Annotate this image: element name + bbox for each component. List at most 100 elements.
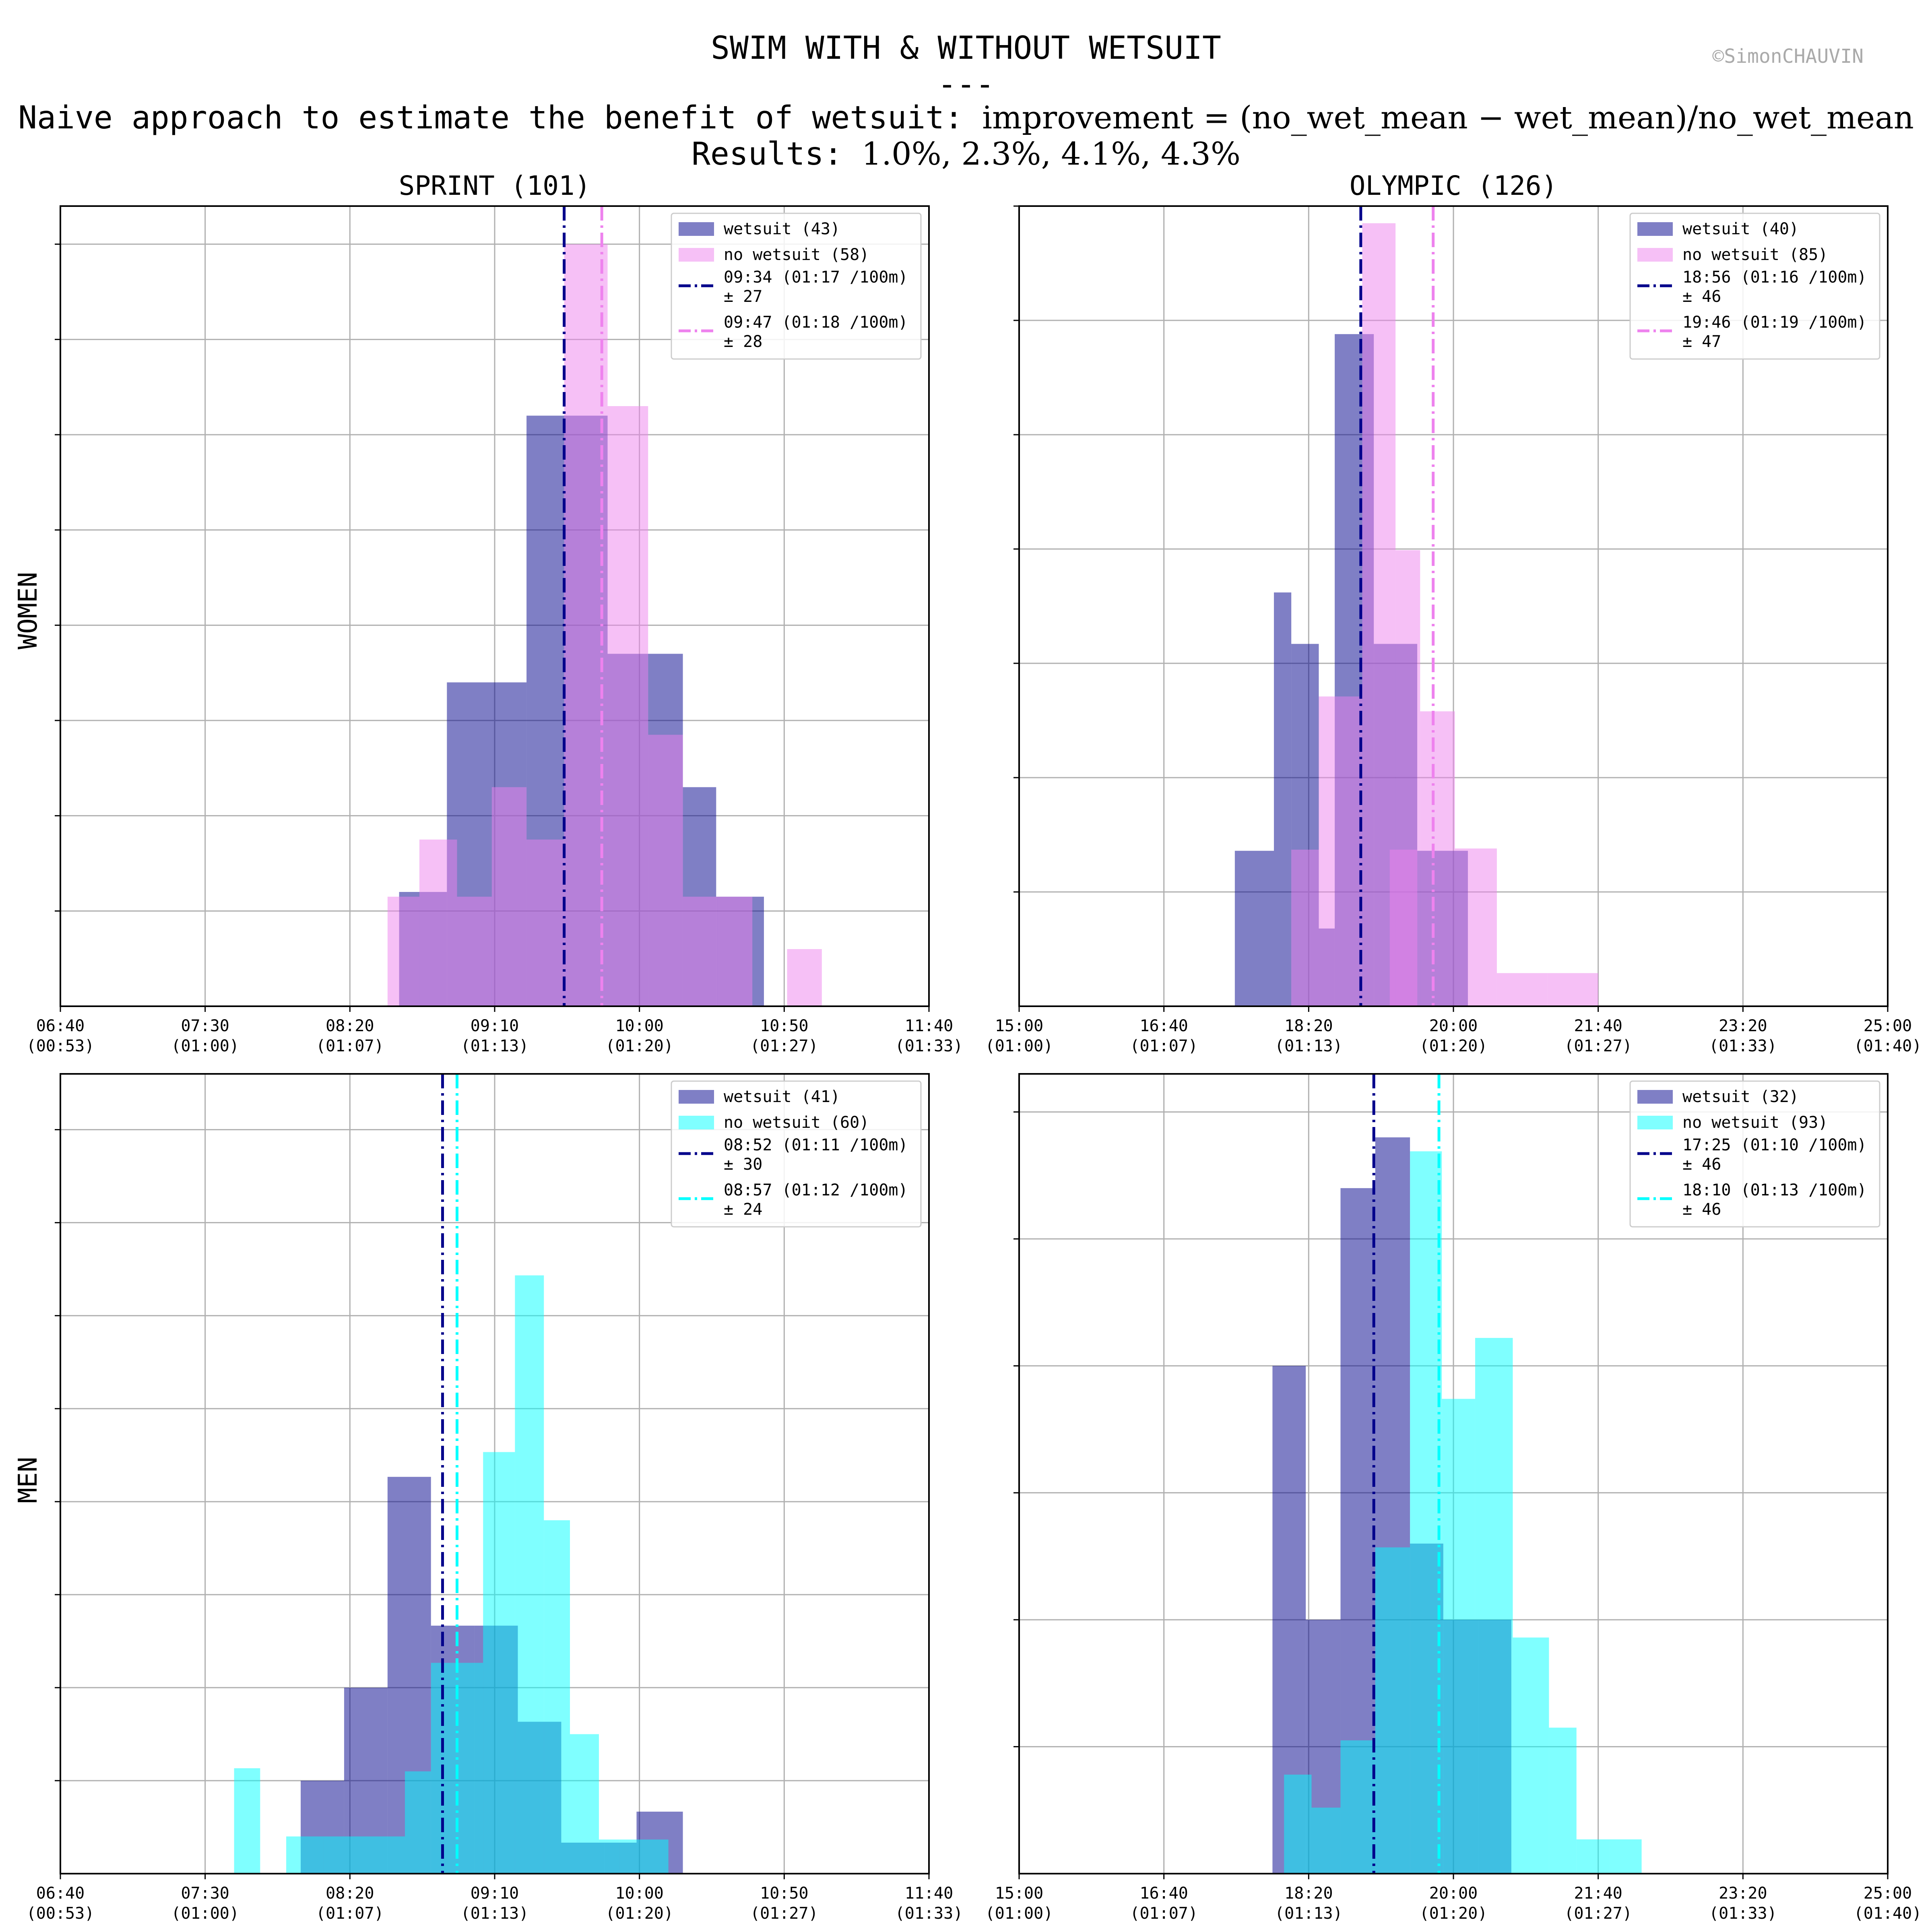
legend-sublabel: ± 47: [1682, 332, 1721, 351]
x-tick-sublabel: (01:00): [985, 1904, 1053, 1923]
chart-panel-4: 15:00(01:00) 16:40(01:07) 18:20(01:13) 20:0…: [985, 1073, 1922, 1923]
x-tick-label: 10:50: [760, 1884, 808, 1903]
x-tick-label: 11:40: [905, 1884, 953, 1903]
histogram-bar: [387, 896, 419, 1006]
chart-panel-3: 06:40(00:53) 07:30(01:00) 08:20(01:07) 09:1…: [27, 1073, 963, 1923]
histogram-bar: [1284, 1774, 1312, 1874]
x-tick-sublabel: (01:20): [605, 1904, 673, 1923]
x-tick-label: 09:10: [471, 1017, 519, 1035]
legend-swatch: [679, 248, 714, 262]
histogram-bar: [1410, 1151, 1442, 1874]
legend-label: wetsuit (40): [1682, 220, 1799, 238]
x-tick-label: 07:30: [181, 1884, 229, 1903]
histogram-bar: [234, 1768, 260, 1874]
legend-box: [671, 213, 922, 360]
x-tick-sublabel: (01:13): [461, 1904, 529, 1923]
legend: wetsuit (43) no wetsuit (58) 09:34 (01:17 …: [671, 213, 922, 360]
x-tick-sublabel: (01:33): [1709, 1037, 1777, 1055]
legend-label: wetsuit (41): [724, 1088, 840, 1106]
legend-sublabel: ± 24: [724, 1200, 762, 1219]
x-tick-label: 07:30: [181, 1017, 229, 1035]
x-tick-sublabel: (01:40): [1854, 1904, 1922, 1923]
x-tick-sublabel: (01:07): [1130, 1037, 1198, 1055]
legend-swatch: [1637, 1090, 1673, 1104]
histogram-bar: [324, 1836, 405, 1874]
legend: wetsuit (32) no wetsuit (93) 17:25 (01:10 …: [1629, 1080, 1880, 1228]
histogram-bar: [1442, 1399, 1475, 1874]
histogram-bar: [1311, 1807, 1341, 1874]
legend-label: 18:56 (01:16 /100m): [1682, 268, 1867, 287]
legend: wetsuit (41) no wetsuit (60) 08:52 (01:11 …: [671, 1080, 922, 1228]
x-tick-label: 20:00: [1429, 1017, 1478, 1035]
x-tick-label: 09:10: [471, 1884, 519, 1903]
x-tick-label: 06:40: [36, 1017, 85, 1035]
histogram-bar: [1547, 973, 1598, 1006]
formula-line: Naive approach to estimate the benefit o…: [0, 100, 1932, 136]
x-tick-sublabel: (01:20): [1420, 1904, 1488, 1923]
histogram-bar: [570, 1734, 599, 1874]
legend-swatch: [1637, 1116, 1673, 1129]
chart-panel-1: 06:40 (00:53) 07:30 (01:00) 08:20 (01:07) 09:1…: [27, 170, 963, 1055]
x-tick-sublabel: (01:27): [750, 1037, 818, 1055]
histogram-bar: [457, 896, 492, 1006]
legend-swatch: [679, 222, 714, 236]
results-values: 1.0%, 2.3%, 4.1%, 4.3%: [861, 136, 1241, 172]
legend-label: wetsuit (43): [724, 220, 840, 238]
x-tick-label: 10:00: [615, 1884, 663, 1903]
x-tick-label: 11:40: [905, 1017, 953, 1035]
legend-sublabel: ± 28: [724, 332, 762, 351]
legend-box: [1629, 1080, 1880, 1228]
x-tick-sublabel: (01:00): [171, 1904, 239, 1923]
copyright-text: ©SimonCHAUVIN: [1712, 45, 1864, 68]
x-tick-sublabel: (01:13): [1275, 1904, 1343, 1923]
histogram-bar: [1513, 1637, 1549, 1874]
histogram-bar: [1375, 1547, 1410, 1874]
results-prefix: Results:: [691, 136, 843, 172]
legend-label: wetsuit (32): [1682, 1088, 1799, 1106]
histogram-bar: [1549, 1728, 1577, 1874]
x-tick-sublabel: (01:07): [316, 1904, 384, 1923]
legend-sublabel: ± 46: [1682, 1200, 1721, 1219]
histogram-bar: [1420, 711, 1455, 1006]
legend-swatch: [679, 1090, 714, 1104]
x-tick-label: 21:40: [1574, 1017, 1622, 1035]
legend-sublabel: ± 46: [1682, 1155, 1721, 1174]
x-tick-sublabel: (01:27): [750, 1904, 818, 1923]
x-tick-label: 18:20: [1284, 1017, 1333, 1035]
histogram-bar: [648, 735, 683, 1006]
formula: improvement = (no_wet_mean − wet_mean)/n…: [982, 100, 1914, 136]
x-tick-sublabel: (01:20): [1420, 1037, 1488, 1055]
x-tick-label: 21:40: [1574, 1884, 1622, 1903]
x-tick-label: 23:20: [1719, 1017, 1767, 1035]
legend-label: 09:47 (01:18 /100m): [724, 313, 908, 332]
histogram-bar: [483, 1452, 515, 1874]
histogram-bar: [787, 949, 822, 1006]
histogram-bar: [683, 896, 718, 1006]
x-tick-sublabel: (01:13): [1275, 1037, 1343, 1055]
x-tick-label: 18:20: [1284, 1884, 1333, 1903]
histogram-bar: [564, 244, 608, 1006]
x-tick-label: 23:20: [1719, 1884, 1767, 1903]
panel-title: SPRINT (101): [399, 170, 591, 201]
legend-sublabel: ± 46: [1682, 287, 1721, 306]
histogram-bar: [1291, 849, 1319, 1006]
x-tick-label: 15:00: [995, 1017, 1043, 1035]
x-tick-label: 25:00: [1864, 1017, 1912, 1035]
legend-sublabel: ± 30: [724, 1155, 762, 1174]
x-tick-sublabel: (01:33): [1709, 1904, 1777, 1923]
histogram-bar: [1496, 973, 1548, 1006]
x-tick-sublabel: (01:33): [895, 1037, 963, 1055]
histogram-bar: [1389, 849, 1418, 1006]
x-tick-label: 16:40: [1139, 1884, 1188, 1903]
histogram-bar: [286, 1836, 324, 1874]
histogram-bar: [619, 1839, 669, 1874]
histogram-bar: [1274, 592, 1292, 1006]
histogram-bar: [526, 839, 564, 1006]
results-line: Results: 1.0%, 2.3%, 4.1%, 4.3%: [0, 136, 1932, 172]
x-tick-sublabel: (01:13): [461, 1037, 529, 1055]
legend-label: no wetsuit (93): [1682, 1113, 1828, 1132]
x-tick-label: 15:00: [995, 1884, 1043, 1903]
legend-label: 18:10 (01:13 /100m): [1682, 1181, 1867, 1199]
legend: wetsuit (40) no wetsuit (85) 18:56 (01:16 …: [1629, 213, 1880, 360]
x-tick-label: 08:20: [326, 1017, 374, 1035]
